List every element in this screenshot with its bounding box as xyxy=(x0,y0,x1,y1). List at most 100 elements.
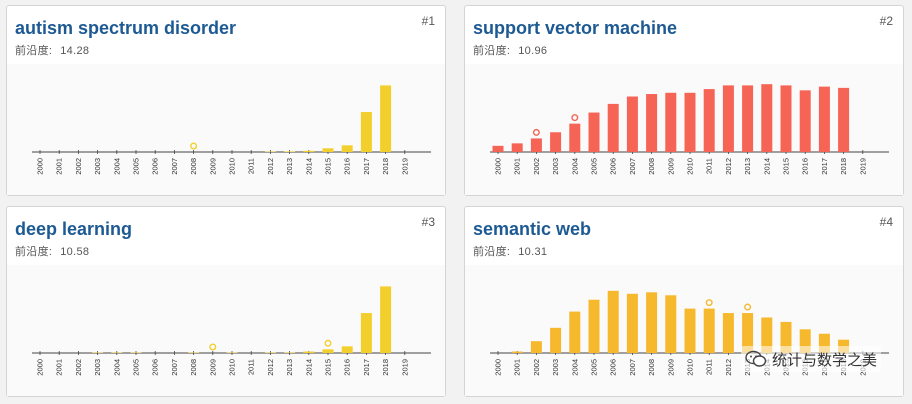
chart-area: 2000 2001 2002 2003 2004 2005 2006 2007 2008 2009… xyxy=(465,64,903,195)
bar-2008 xyxy=(646,94,658,152)
frontier-score: 前沿度: 14.28 xyxy=(15,42,89,58)
x-tick-label: 2007 xyxy=(628,158,637,175)
chart-panel-3: deep learning #3 前沿度: 10.58 2000 2001 2002 2… xyxy=(6,206,446,397)
x-tick-label: 2017 xyxy=(362,359,371,376)
bar-2014 xyxy=(303,351,315,353)
x-tick-label: 2000 xyxy=(36,158,45,175)
x-tick-label: 2000 xyxy=(36,359,45,376)
x-tick-label: 2019 xyxy=(858,158,867,175)
marker-2008 xyxy=(190,142,198,150)
x-tick-label: 2000 xyxy=(494,359,503,376)
chart-title[interactable]: support vector machine xyxy=(473,18,678,38)
chart-panel-header: autism spectrum disorder #1 前沿度: 14.28 xyxy=(7,6,445,65)
marker-2004 xyxy=(571,114,579,122)
x-tick-label: 2010 xyxy=(686,158,695,175)
x-tick-label: 2017 xyxy=(362,158,371,175)
x-tick-label: 2001 xyxy=(513,158,522,175)
x-tick-label: 2003 xyxy=(93,359,102,376)
x-tick-label: 2009 xyxy=(666,359,675,376)
x-tick-label: 2004 xyxy=(570,158,579,175)
marker-2009 xyxy=(209,343,217,351)
x-tick-label: 2016 xyxy=(343,359,352,376)
x-tick-label: 2011 xyxy=(705,359,714,375)
x-tick-label: 2006 xyxy=(609,158,618,175)
x-tick-label: 2009 xyxy=(208,158,217,175)
bar-2000 xyxy=(492,145,504,152)
marker-2011 xyxy=(705,299,713,307)
chart-title[interactable]: autism spectrum disorder xyxy=(15,18,237,38)
x-tick-label: 2001 xyxy=(513,359,522,376)
bar-2013 xyxy=(742,85,754,152)
bar-2006 xyxy=(607,290,619,353)
bar-2015 xyxy=(322,349,334,353)
bar-2017 xyxy=(818,333,830,353)
x-tick-label: 2013 xyxy=(743,158,752,175)
bar-chart: 2000 2001 2002 2003 2004 2005 2006 2007 2008 2009… xyxy=(490,290,889,376)
x-tick-label: 2009 xyxy=(208,359,217,376)
bar-2009 xyxy=(665,295,677,353)
bar-2005 xyxy=(588,112,600,152)
bar-2013 xyxy=(284,151,296,152)
x-tick-label: 2014 xyxy=(762,158,771,175)
chart-panel-2: support vector machine #2 前沿度: 10.96 2000… xyxy=(464,5,904,196)
chart-area: 2000 2001 2002 2003 2004 2005 2006 2007 2008 2009… xyxy=(7,64,445,195)
x-tick-label: 2015 xyxy=(324,158,333,175)
bar-2006 xyxy=(607,103,619,152)
x-tick-label: 2007 xyxy=(170,359,179,376)
x-tick-label: 2002 xyxy=(74,158,83,175)
bar-2011 xyxy=(703,308,715,353)
x-tick-label: 2014 xyxy=(304,359,313,376)
x-tick-label: 2005 xyxy=(590,359,599,376)
x-tick-label: 2008 xyxy=(189,158,198,175)
x-tick-label: 2006 xyxy=(609,359,618,376)
x-tick-label: 2005 xyxy=(590,158,599,175)
x-tick-label: 2008 xyxy=(647,158,656,175)
watermark: 统计与数学之美 xyxy=(740,346,881,372)
frontier-score-label: 前沿度: xyxy=(473,246,511,258)
x-tick-label: 2003 xyxy=(93,158,102,175)
bar-2010 xyxy=(684,92,696,152)
rank-label: #1 xyxy=(421,14,435,28)
chart-panel-header: deep learning #3 前沿度: 10.58 xyxy=(7,207,445,266)
chart-title[interactable]: deep learning xyxy=(15,219,133,239)
x-tick-label: 2006 xyxy=(151,359,160,376)
x-tick-label: 2004 xyxy=(570,359,579,376)
x-tick-label: 2007 xyxy=(170,158,179,175)
x-tick-label: 2010 xyxy=(686,359,695,376)
bar-2012 xyxy=(722,313,734,353)
bar-2003 xyxy=(550,327,562,353)
x-tick-label: 2015 xyxy=(324,359,333,376)
x-tick-label: 2008 xyxy=(189,359,198,376)
bar-2014 xyxy=(761,84,773,152)
bar-2010 xyxy=(684,308,696,353)
x-tick-label: 2006 xyxy=(151,158,160,175)
frontier-score: 前沿度: 10.58 xyxy=(15,243,89,259)
x-tick-label: 2010 xyxy=(228,359,237,376)
bar-2002 xyxy=(530,138,542,152)
bar-2004 xyxy=(569,123,581,152)
x-tick-label: 2007 xyxy=(628,359,637,376)
x-tick-label: 2009 xyxy=(666,158,675,175)
x-tick-label: 2001 xyxy=(55,158,64,175)
x-tick-label: 2012 xyxy=(266,359,275,376)
x-tick-label: 2004 xyxy=(112,359,121,376)
bar-2013 xyxy=(742,313,754,353)
bar-2017 xyxy=(360,313,372,353)
chart-title[interactable]: semantic web xyxy=(473,219,592,239)
bar-2015 xyxy=(780,85,792,152)
x-tick-label: 2019 xyxy=(400,359,409,376)
bar-2016 xyxy=(799,329,811,353)
x-tick-label: 2011 xyxy=(247,158,256,174)
bar-2007 xyxy=(626,96,638,152)
x-tick-label: 2011 xyxy=(705,158,714,174)
bar-chart: 2000 2001 2002 2003 2004 2005 2006 2007 2008 2009… xyxy=(32,85,431,175)
frontier-score-value: 14.28 xyxy=(60,45,90,57)
bar-2016 xyxy=(799,90,811,152)
rank-label: #2 xyxy=(879,14,893,28)
bar-2001 xyxy=(511,143,523,152)
chart-panel-4: semantic web #4 前沿度: 10.31 2000 2001 2002 20… xyxy=(464,206,904,397)
bar-2018 xyxy=(380,85,392,152)
x-tick-label: 2002 xyxy=(532,158,541,175)
frontier-score-value: 10.31 xyxy=(518,246,548,258)
bar-2009 xyxy=(665,92,677,152)
